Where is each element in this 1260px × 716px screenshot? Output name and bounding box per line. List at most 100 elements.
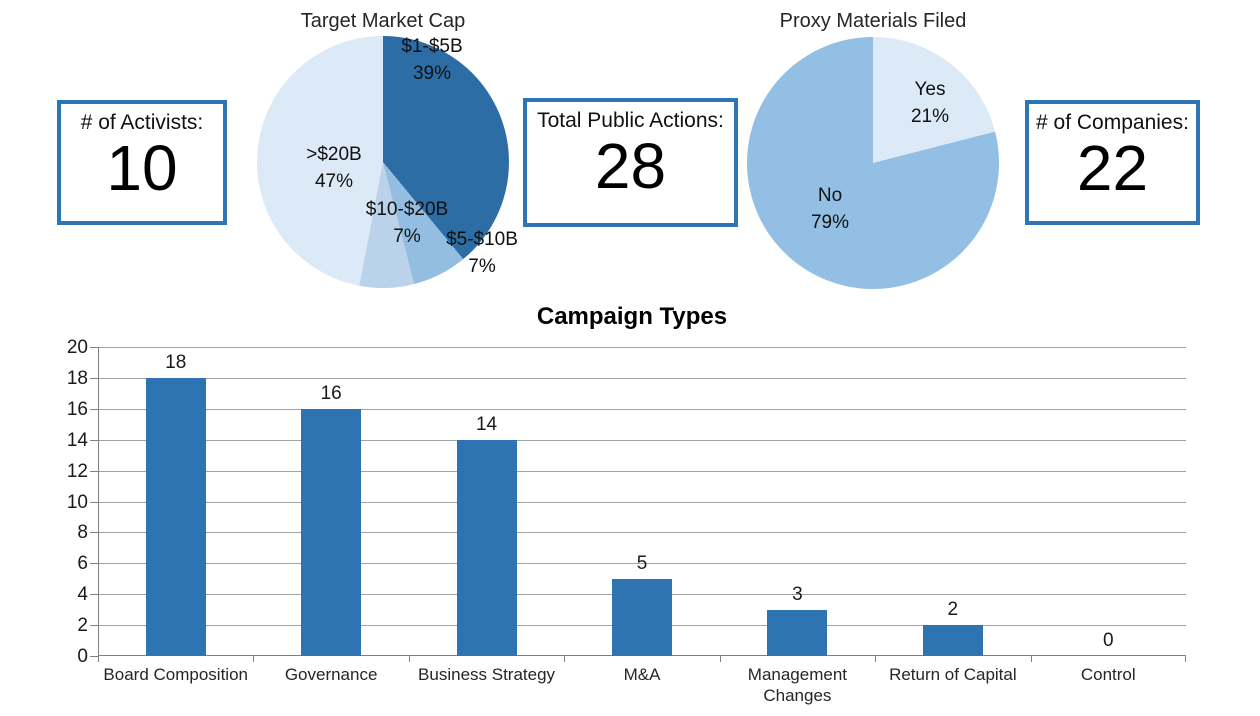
slice-label: $1-$5B <box>401 36 463 57</box>
y-axis-label: 2 <box>77 615 88 637</box>
pie-title-target-market-cap: Target Market Cap <box>300 10 466 32</box>
bar-chart-title: Campaign Types <box>536 303 728 330</box>
x-axis-tick <box>564 656 566 662</box>
y-axis-tick <box>90 594 98 596</box>
category-label: Board Composition <box>98 664 253 685</box>
bar-value-label: 0 <box>1102 630 1114 651</box>
bar <box>456 439 517 656</box>
stat-value-companies: 22 <box>1076 132 1149 204</box>
pie-label-1-5b: $1-$5B 39% <box>367 33 497 87</box>
bar <box>301 408 362 656</box>
y-axis-tick <box>90 408 98 410</box>
stat-box-public-actions: Total Public Actions: 28 <box>523 98 738 227</box>
y-axis-tick <box>90 656 98 657</box>
bar-value-label: 14 <box>475 413 498 435</box>
slice-label: No <box>817 185 843 206</box>
category-label-text: Business Strategy <box>418 665 556 684</box>
y-axis-tick <box>90 532 98 534</box>
bar-value-label: 18 <box>165 351 187 373</box>
pie-label-yes: Yes 21% <box>865 76 995 130</box>
gridline <box>98 377 1186 379</box>
y-axis-label: 18 <box>66 367 88 389</box>
y-axis-label: 12 <box>66 460 88 482</box>
bar <box>145 377 206 656</box>
y-axis-tick <box>90 439 98 441</box>
stat-value-activists: 10 <box>106 132 178 204</box>
pie-label-5-10b: $5-$10B 7% <box>417 226 547 280</box>
x-axis-tick <box>98 656 99 662</box>
slice-label: $5-$10B <box>446 229 518 250</box>
category-label: M&A <box>564 664 719 685</box>
y-axis-label: 0 <box>77 646 88 667</box>
stat-value-public-actions: 28 <box>594 130 667 202</box>
stat-label-activists: # of Activists: <box>80 111 204 134</box>
slice-pct: 7% <box>393 226 421 247</box>
stat-box-activists: # of Activists: 10 <box>57 100 227 225</box>
gridline <box>98 532 1186 534</box>
pie-chart-proxy-materials <box>747 37 999 289</box>
gridline <box>98 439 1186 441</box>
gridline <box>98 563 1186 565</box>
stat-label-companies: # of Companies: <box>1036 111 1189 134</box>
x-axis-tick <box>875 656 877 662</box>
y-axis-label: 16 <box>66 398 88 420</box>
slice-pct: 21% <box>910 106 950 127</box>
category-label-text: Board Composition <box>103 665 248 684</box>
x-axis-tick <box>1185 656 1186 662</box>
y-axis-line <box>98 347 99 662</box>
y-axis-label: 4 <box>77 584 88 606</box>
category-label: Governance <box>253 664 408 685</box>
category-label: Return of Capital <box>875 664 1030 685</box>
y-axis-tick <box>90 470 98 472</box>
pie-chart-target-market-cap <box>257 36 509 288</box>
stat-label-public-actions: Total Public Actions: <box>537 109 724 132</box>
y-axis-tick <box>90 501 98 503</box>
bar-value-label: 2 <box>947 599 959 621</box>
category-label-text: Return of Capital <box>889 665 1017 684</box>
y-axis-label: 20 <box>66 337 88 358</box>
bar-value-label: 3 <box>792 583 803 605</box>
stat-box-companies: # of Companies: 22 <box>1025 100 1200 225</box>
gridline <box>98 470 1186 472</box>
slice-pct: 47% <box>314 171 354 192</box>
category-label-text: Governance <box>284 665 378 684</box>
slice-pct: 7% <box>468 256 496 277</box>
slice-pct: 39% <box>412 63 452 84</box>
y-axis-label: 8 <box>77 522 88 544</box>
pie-title-proxy-materials: Proxy Materials Filed <box>779 10 967 32</box>
y-axis-tick <box>90 347 98 348</box>
gridline <box>98 347 1186 348</box>
y-axis-label: 14 <box>66 429 88 451</box>
bar-chart-plot-area: 0 2 4 6 8 10 12 14 16 18 20 18 16 14 5 3 2 0 <box>67 337 1186 667</box>
y-axis-label: 10 <box>66 491 88 513</box>
category-label: Business Strategy <box>409 664 564 685</box>
y-axis-tick <box>90 625 98 627</box>
slice-label: $10-$20B <box>365 199 449 220</box>
bar <box>612 578 672 656</box>
category-label: Control <box>1031 664 1186 685</box>
bar <box>922 625 983 656</box>
slice-label: >$20B <box>306 144 362 165</box>
bar-value-label: 5 <box>636 552 648 574</box>
y-axis-tick <box>90 377 98 379</box>
category-label-text: Management Changes <box>747 665 848 705</box>
x-axis-tick <box>1030 656 1032 662</box>
gridline <box>98 408 1186 410</box>
x-axis-tick <box>719 656 721 662</box>
category-label: Management Changes <box>720 664 875 706</box>
x-axis-tick <box>408 656 410 662</box>
pie-label-10-20b: $10-$20B 7% <box>342 196 472 250</box>
pie-label-no: No 79% <box>765 182 895 236</box>
gridline <box>98 501 1186 503</box>
category-label-text: M&A <box>623 665 661 684</box>
x-axis-tick <box>253 656 255 662</box>
bar-value-label: 16 <box>320 382 342 404</box>
slice-pct: 79% <box>810 212 850 233</box>
slice-label: Yes <box>914 79 946 100</box>
y-axis-tick <box>90 563 98 565</box>
y-axis-label: 6 <box>77 553 88 575</box>
category-label-text: Control <box>1080 665 1136 684</box>
bar <box>767 609 828 656</box>
pie-label-over-20b: >$20B 47% <box>269 141 399 195</box>
